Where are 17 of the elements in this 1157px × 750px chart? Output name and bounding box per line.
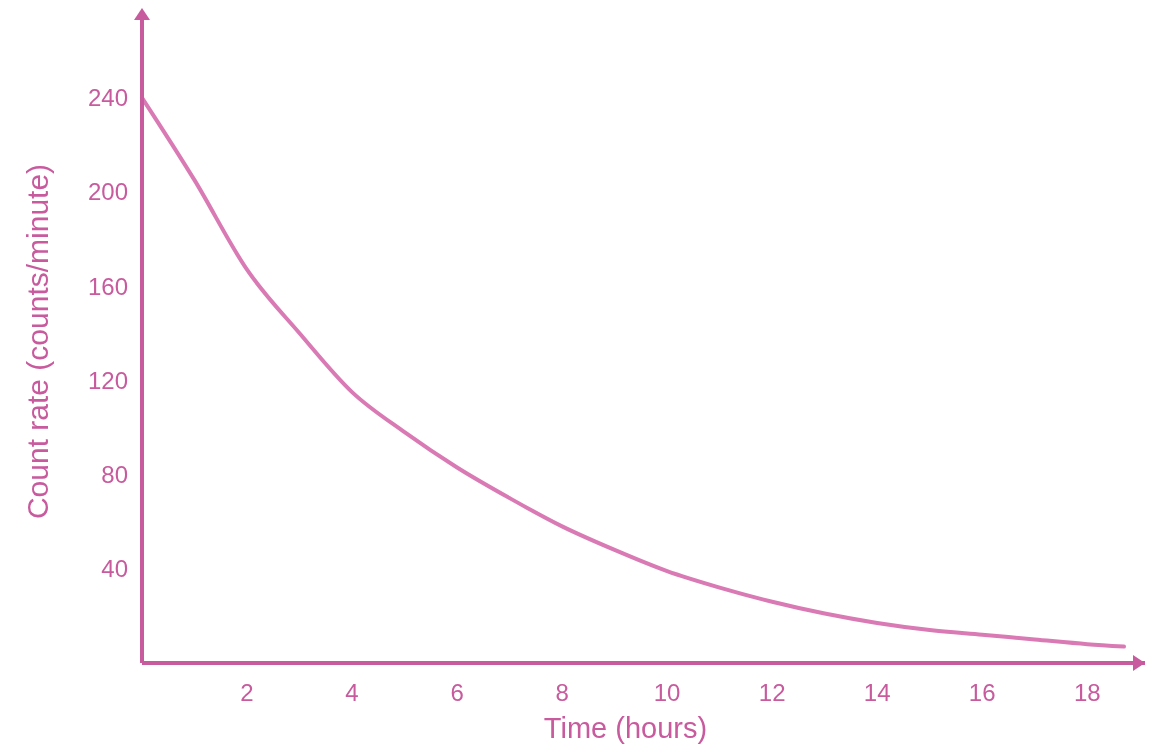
x-tick-label: 14 — [863, 679, 891, 706]
x-tick-label: 4 — [345, 679, 359, 706]
x-tick-label: 2 — [240, 679, 254, 706]
x-tick-label: 16 — [968, 679, 996, 706]
x-tick-label: 10 — [653, 679, 681, 706]
y-tick-label: 200 — [87, 178, 128, 206]
y-tick-label: 120 — [87, 366, 128, 394]
y-tick-label: 160 — [87, 272, 128, 300]
y-tick-label: 40 — [101, 555, 128, 583]
x-tick-label: 12 — [758, 679, 786, 706]
x-tick-label: 8 — [555, 679, 569, 706]
x-tick-label: 6 — [450, 679, 464, 706]
y-axis-title: Count rate (counts/minute) — [21, 163, 54, 520]
x-tick-label: 18 — [1073, 679, 1101, 706]
x-axis-title: Time (hours) — [543, 712, 708, 744]
y-tick-label: 80 — [101, 460, 128, 488]
y-tick-label: 240 — [87, 84, 128, 112]
